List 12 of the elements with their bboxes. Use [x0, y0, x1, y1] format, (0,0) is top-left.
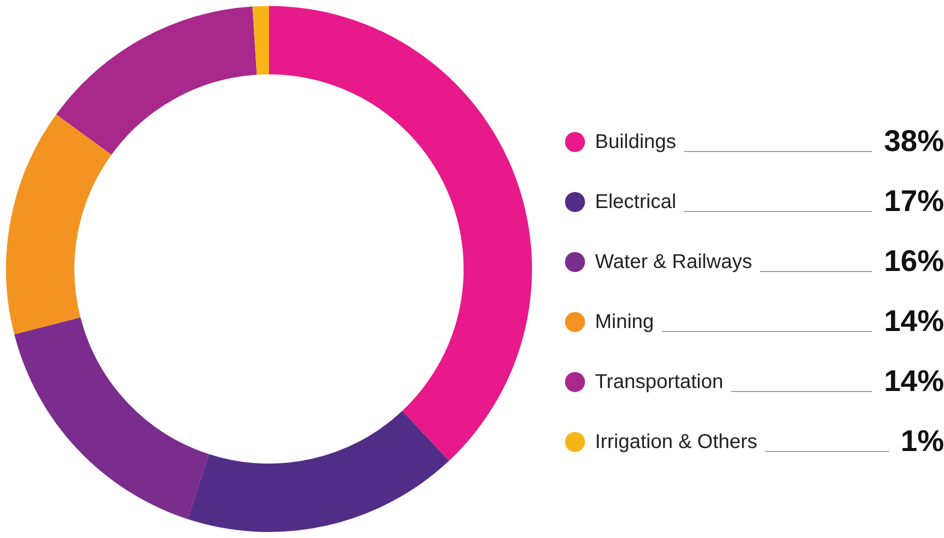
data-label: 17%	[884, 185, 944, 219]
data-label: 38%	[884, 125, 944, 159]
legend-label: Irrigation & Others	[595, 430, 758, 454]
legend-label: Water & Railways	[595, 250, 752, 274]
data-label: 1%	[900, 425, 944, 459]
legend-label: Transportation	[595, 370, 724, 394]
legend-label: Buildings	[595, 130, 676, 154]
legend-label: Mining	[595, 310, 654, 334]
data-label: 14%	[884, 365, 944, 399]
legend-label: Electrical	[595, 190, 676, 214]
data-label: 16%	[884, 245, 944, 279]
data-label: 14%	[884, 305, 944, 339]
